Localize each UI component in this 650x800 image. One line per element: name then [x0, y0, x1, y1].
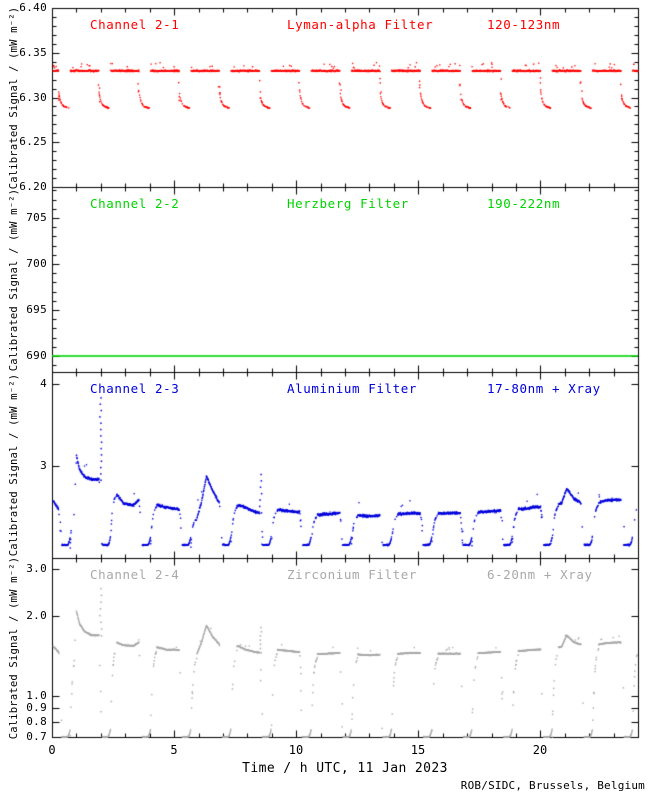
x-tick-label-0: 0	[48, 743, 56, 757]
panel-title-filter-ch4: Zirconium Filter	[287, 567, 418, 582]
x-tick-label-20: 20	[532, 743, 548, 757]
panel-title-channel-ch4: Channel 2-4	[90, 567, 180, 582]
x-axis-title: Time / h UTC, 11 Jan 2023	[242, 761, 448, 776]
y-tick-label-ch1-6.30: 6.30	[19, 91, 47, 104]
y-tick-label-ch4-0.9: 0.9	[26, 701, 47, 714]
panel-title-band-ch2: 190-222nm	[487, 196, 561, 211]
panel-title-channel-ch1: Channel 2-1	[90, 17, 180, 32]
panel-title-filter-ch3: Aluminium Filter	[287, 381, 418, 396]
x-tick-label-5: 5	[170, 743, 178, 757]
x-tick-label-10: 10	[288, 743, 304, 757]
panel-title-channel-ch2: Channel 2-2	[90, 196, 180, 211]
y-tick-label-ch4-1.0: 1.0	[26, 689, 47, 702]
x-tick-label-15: 15	[410, 743, 426, 757]
y-tick-label-ch1-6.20: 6.20	[19, 180, 47, 193]
panel-title-channel-ch3: Channel 2-3	[90, 381, 180, 396]
y-tick-label-ch2-705: 705	[26, 211, 47, 224]
y-tick-label-ch3-3: 3	[40, 459, 47, 472]
panel-title-band-ch4: 6-20nm + Xray	[487, 567, 593, 582]
credit-text: ROB/SIDC, Brussels, Belgium	[460, 779, 645, 792]
panel-title-filter-ch2: Herzberg Filter	[287, 196, 409, 211]
y-tick-label-ch1-6.25: 6.25	[19, 135, 47, 148]
y-tick-label-ch4-3.0: 3.0	[26, 562, 47, 575]
y-tick-label-ch4-2.0: 2.0	[26, 609, 47, 622]
panel-title-filter-ch1: Lyman-alpha Filter	[287, 17, 434, 32]
y-tick-label-ch2-690: 690	[26, 349, 47, 362]
y-tick-label-ch1-6.40: 6.40	[19, 1, 47, 14]
panel-title-band-ch1: 120-123nm	[487, 17, 561, 32]
y-tick-label-ch4-0.7: 0.7	[26, 730, 47, 743]
y-tick-label-ch4-0.8: 0.8	[26, 715, 47, 728]
y-tick-label-ch3-4: 4	[40, 377, 47, 390]
y-tick-label-ch2-695: 695	[26, 303, 47, 316]
y-tick-label-ch1-6.35: 6.35	[19, 46, 47, 59]
y-tick-label-ch2-700: 700	[26, 257, 47, 270]
panel-title-band-ch3: 17-80nm + Xray	[487, 381, 601, 396]
